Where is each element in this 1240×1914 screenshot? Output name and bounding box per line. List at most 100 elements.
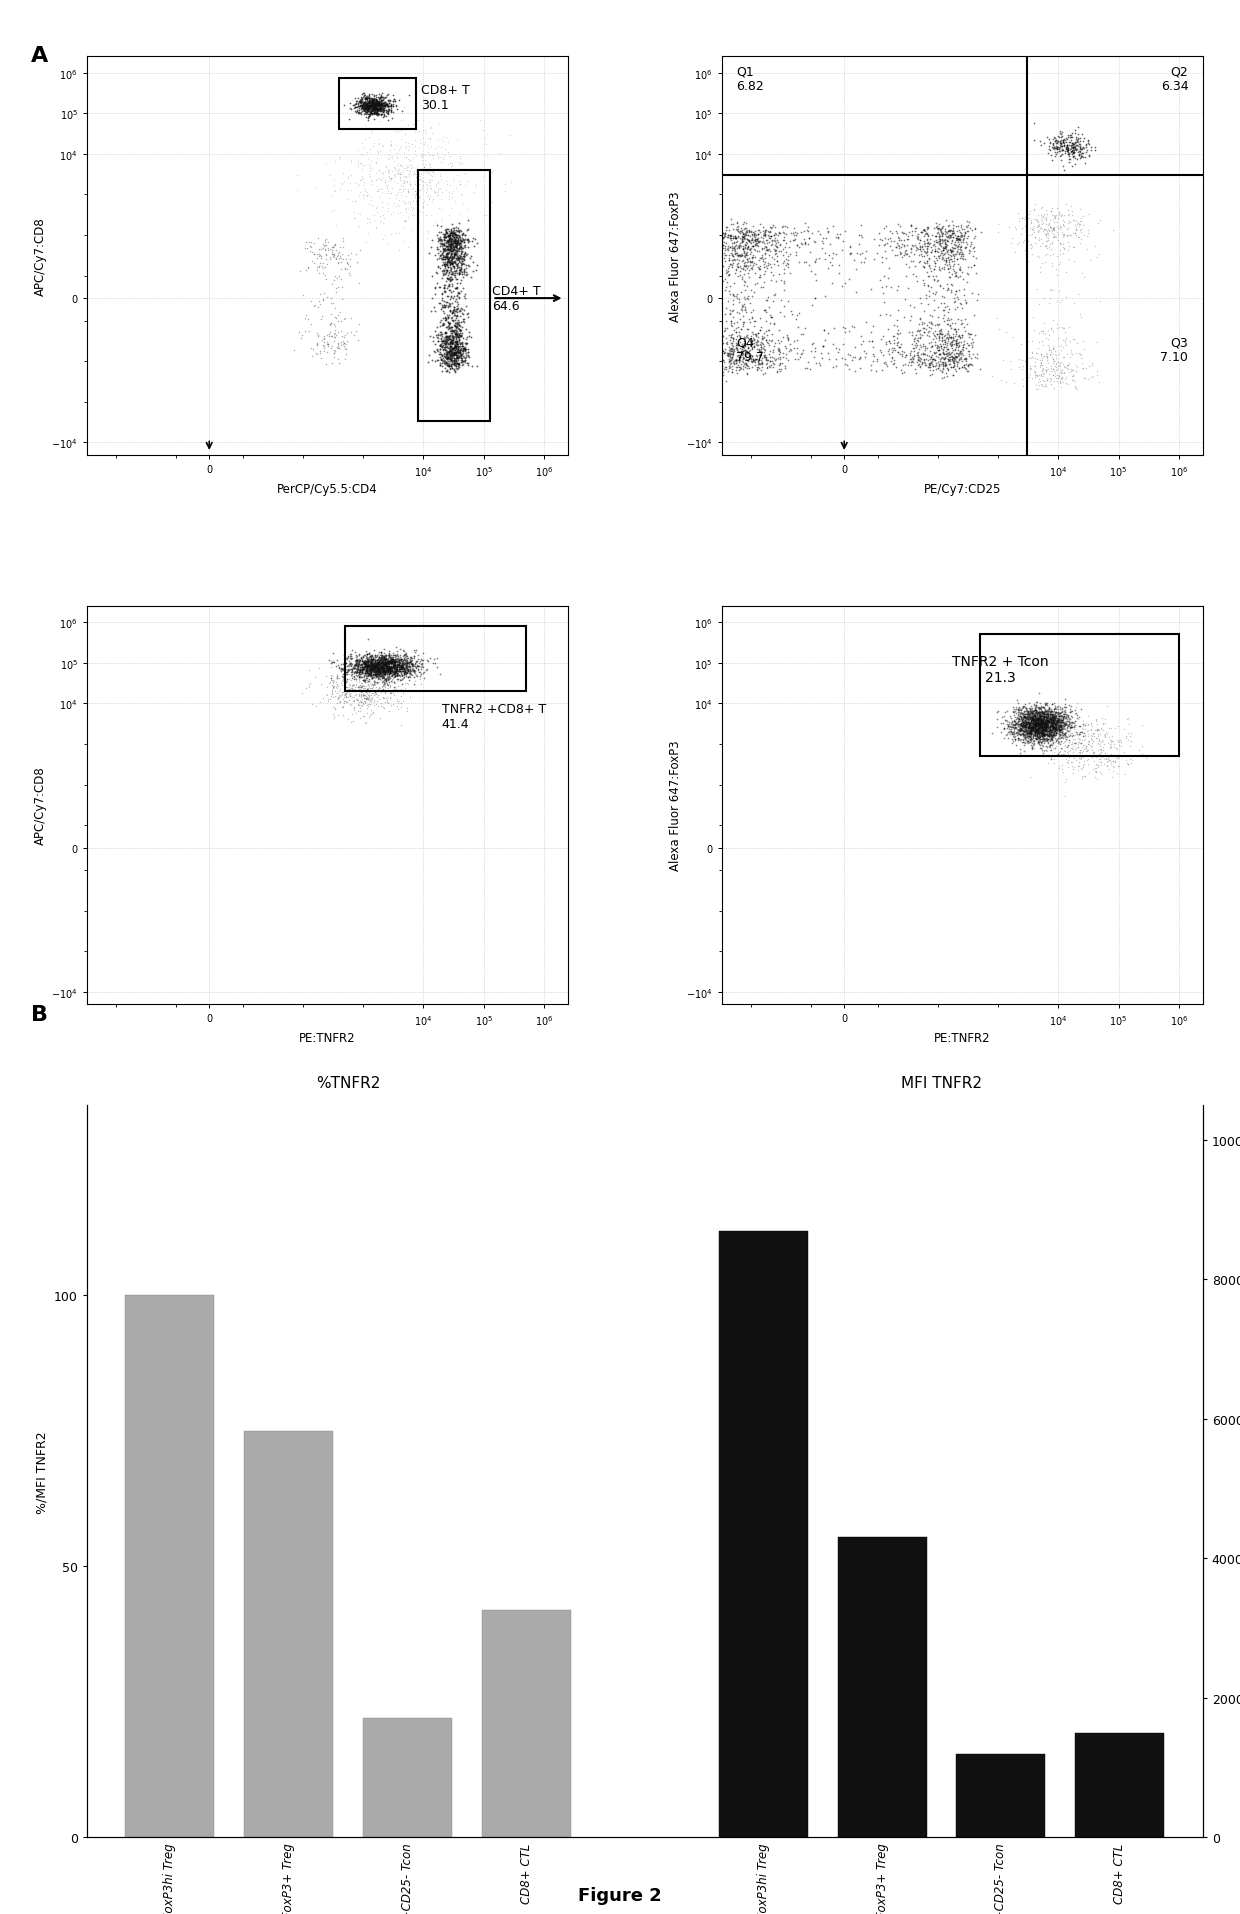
Point bbox=[373, 660, 393, 691]
Point bbox=[363, 92, 383, 122]
Point bbox=[440, 337, 460, 367]
Point bbox=[766, 237, 786, 268]
Point bbox=[372, 647, 392, 678]
Point bbox=[937, 323, 957, 354]
Point bbox=[1018, 708, 1038, 739]
Point bbox=[835, 216, 854, 247]
Point bbox=[1025, 723, 1045, 754]
Point bbox=[806, 283, 826, 314]
Point bbox=[763, 226, 782, 256]
Point bbox=[1027, 725, 1047, 756]
Point bbox=[290, 323, 310, 354]
Point bbox=[1071, 142, 1091, 172]
Point bbox=[732, 339, 751, 369]
Point bbox=[1033, 714, 1053, 745]
Point bbox=[739, 304, 759, 335]
Point bbox=[1028, 716, 1048, 746]
Point bbox=[1100, 733, 1120, 764]
Point bbox=[1025, 704, 1045, 735]
Point bbox=[384, 668, 404, 699]
Point bbox=[379, 637, 399, 668]
Point bbox=[374, 643, 394, 674]
Point bbox=[1037, 708, 1056, 739]
Point bbox=[357, 657, 377, 687]
Point bbox=[392, 96, 412, 126]
Point bbox=[448, 272, 467, 302]
Point bbox=[396, 647, 415, 678]
Point bbox=[389, 655, 409, 685]
Point bbox=[356, 84, 376, 115]
Point bbox=[892, 356, 911, 387]
Point bbox=[427, 138, 446, 168]
Point bbox=[381, 657, 401, 687]
Point bbox=[727, 329, 746, 360]
Point bbox=[440, 331, 460, 362]
Point bbox=[939, 256, 959, 287]
Point bbox=[444, 167, 464, 197]
Point bbox=[445, 237, 465, 268]
Point bbox=[936, 235, 956, 266]
Point bbox=[1023, 714, 1043, 745]
Point bbox=[722, 339, 742, 369]
Point bbox=[361, 641, 381, 672]
Point bbox=[1027, 699, 1047, 729]
Point bbox=[378, 655, 398, 685]
Point bbox=[941, 230, 961, 260]
Point bbox=[439, 323, 459, 354]
Point bbox=[704, 289, 724, 320]
Point bbox=[374, 649, 394, 679]
Point bbox=[759, 228, 779, 258]
Point bbox=[376, 678, 396, 708]
Point bbox=[433, 327, 453, 358]
Point bbox=[1011, 710, 1030, 741]
Point bbox=[1038, 706, 1058, 737]
Point bbox=[435, 333, 455, 364]
Point bbox=[358, 651, 378, 681]
Point bbox=[444, 224, 464, 255]
Point bbox=[443, 230, 463, 260]
Point bbox=[1016, 708, 1035, 739]
Point bbox=[339, 672, 358, 702]
Point bbox=[1075, 762, 1095, 792]
Point bbox=[1013, 699, 1033, 729]
Point bbox=[446, 354, 466, 385]
Point bbox=[1047, 712, 1066, 743]
Point bbox=[1049, 708, 1069, 739]
Point bbox=[308, 329, 327, 360]
Point bbox=[1056, 339, 1076, 369]
Point bbox=[1042, 720, 1061, 750]
Point bbox=[1087, 360, 1107, 390]
Point bbox=[396, 142, 415, 172]
Point bbox=[357, 92, 377, 122]
Point bbox=[372, 657, 392, 687]
Point bbox=[730, 354, 750, 385]
Point bbox=[944, 346, 963, 377]
Point bbox=[1032, 348, 1052, 379]
Point bbox=[393, 651, 413, 681]
Point bbox=[362, 182, 382, 212]
Point bbox=[715, 241, 735, 272]
Point bbox=[438, 348, 458, 379]
Point bbox=[940, 247, 960, 278]
Point bbox=[1040, 699, 1060, 729]
Point bbox=[360, 90, 379, 121]
Point bbox=[445, 346, 465, 377]
Point bbox=[959, 318, 978, 348]
Point bbox=[836, 314, 856, 345]
Point bbox=[445, 337, 465, 367]
Point bbox=[362, 90, 382, 121]
Point bbox=[348, 658, 368, 689]
Point bbox=[308, 322, 327, 352]
Point bbox=[371, 639, 391, 670]
Point bbox=[833, 226, 853, 256]
Point bbox=[884, 322, 904, 352]
Point bbox=[376, 96, 396, 126]
Point bbox=[733, 234, 753, 264]
Point bbox=[950, 222, 970, 253]
Point bbox=[1065, 144, 1085, 174]
Point bbox=[787, 345, 807, 375]
Point bbox=[1025, 704, 1045, 735]
Point bbox=[761, 325, 781, 356]
Point bbox=[764, 348, 784, 379]
Point bbox=[1090, 727, 1110, 758]
